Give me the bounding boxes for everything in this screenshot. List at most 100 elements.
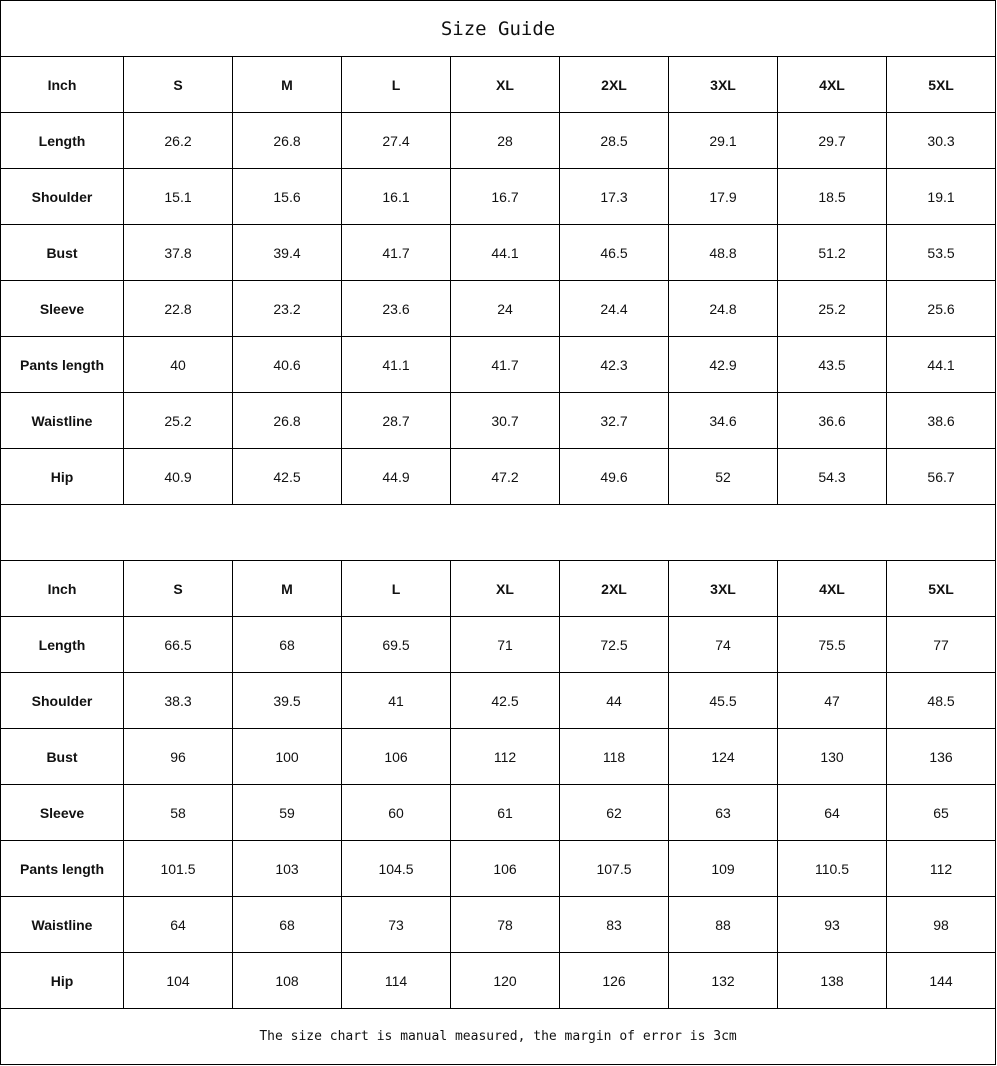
measurement-value: 114 bbox=[341, 952, 451, 1009]
measurement-value: 42.5 bbox=[232, 448, 342, 505]
measurement-value: 101.5 bbox=[123, 840, 233, 897]
measurement-label: Sleeve bbox=[0, 784, 124, 841]
measurement-value: 18.5 bbox=[777, 168, 887, 225]
measurement-value: 44.1 bbox=[450, 224, 560, 281]
measurement-value: 24.4 bbox=[559, 280, 669, 337]
measurement-value: 41 bbox=[341, 672, 451, 729]
measurement-value: 112 bbox=[885, 840, 997, 897]
measurement-label: Hip bbox=[0, 952, 124, 1009]
measurement-label: Pants length bbox=[0, 336, 124, 393]
measurement-value: 71 bbox=[450, 616, 560, 673]
measurement-value: 109 bbox=[668, 840, 778, 897]
measurement-value: 48.5 bbox=[885, 672, 997, 729]
table-row: Hip 40.9 42.5 44.9 47.2 49.6 52 54.3 56.7 bbox=[0, 448, 997, 505]
measurement-value: 106 bbox=[450, 840, 560, 897]
measurement-value: 25.6 bbox=[885, 280, 997, 337]
measurement-value: 40.9 bbox=[123, 448, 233, 505]
measurement-value: 48.8 bbox=[668, 224, 778, 281]
measurement-value: 68 bbox=[232, 616, 342, 673]
measurement-value: 74 bbox=[668, 616, 778, 673]
spacer-row bbox=[0, 504, 997, 561]
measurement-value: 68 bbox=[232, 896, 342, 953]
size-header: L bbox=[341, 560, 451, 617]
measurement-value: 60 bbox=[341, 784, 451, 841]
measurement-value: 46.5 bbox=[559, 224, 669, 281]
footer-row: The size chart is manual measured, the m… bbox=[0, 1008, 997, 1065]
size-header: 4XL bbox=[777, 56, 887, 113]
measurement-value: 29.1 bbox=[668, 112, 778, 169]
measurement-value: 64 bbox=[777, 784, 887, 841]
measurement-value: 27.4 bbox=[341, 112, 451, 169]
size-header: 4XL bbox=[777, 560, 887, 617]
measurement-value: 83 bbox=[559, 896, 669, 953]
measurement-value: 104.5 bbox=[341, 840, 451, 897]
measurement-value: 38.3 bbox=[123, 672, 233, 729]
title-row: Size Guide bbox=[0, 0, 997, 57]
measurement-value: 63 bbox=[668, 784, 778, 841]
measurement-label: Bust bbox=[0, 728, 124, 785]
measurement-value: 104 bbox=[123, 952, 233, 1009]
measurement-value: 100 bbox=[232, 728, 342, 785]
table-row: Shoulder 38.3 39.5 41 42.5 44 45.5 47 48.5 bbox=[0, 672, 997, 729]
measurement-label: Sleeve bbox=[0, 280, 124, 337]
table-row: Pants length 101.5 103 104.5 106 107.5 109 110.… bbox=[0, 840, 997, 897]
measurement-value: 16.7 bbox=[450, 168, 560, 225]
measurement-value: 36.6 bbox=[777, 392, 887, 449]
measurement-value: 30.3 bbox=[885, 112, 997, 169]
measurement-value: 26.2 bbox=[123, 112, 233, 169]
measurement-value: 19.1 bbox=[885, 168, 997, 225]
measurement-value: 26.8 bbox=[232, 112, 342, 169]
measurement-value: 38.6 bbox=[885, 392, 997, 449]
measurement-value: 28.7 bbox=[341, 392, 451, 449]
table-row: Shoulder 15.1 15.6 16.1 16.7 17.3 17.9 18.5 19.1 bbox=[0, 168, 997, 225]
measurement-value: 37.8 bbox=[123, 224, 233, 281]
measurement-value: 72.5 bbox=[559, 616, 669, 673]
size-header: 2XL bbox=[559, 560, 669, 617]
measurement-value: 138 bbox=[777, 952, 887, 1009]
spacer-cell bbox=[0, 504, 997, 561]
measurement-value: 110.5 bbox=[777, 840, 887, 897]
measurement-value: 96 bbox=[123, 728, 233, 785]
measurement-label: Bust bbox=[0, 224, 124, 281]
measurement-value: 58 bbox=[123, 784, 233, 841]
measurement-value: 126 bbox=[559, 952, 669, 1009]
measurement-value: 41.7 bbox=[341, 224, 451, 281]
size-header: M bbox=[232, 56, 342, 113]
measurement-value: 43.5 bbox=[777, 336, 887, 393]
measurement-label: Waistline bbox=[0, 392, 124, 449]
measurement-value: 75.5 bbox=[777, 616, 887, 673]
size-header: 3XL bbox=[668, 560, 778, 617]
measurement-value: 39.5 bbox=[232, 672, 342, 729]
measurement-value: 118 bbox=[559, 728, 669, 785]
unit-header: Inch bbox=[0, 56, 124, 113]
size-header: 5XL bbox=[885, 56, 997, 113]
table-row: Waistline 25.2 26.8 28.7 30.7 32.7 34.6 36.6 38.… bbox=[0, 392, 997, 449]
measurement-label: Shoulder bbox=[0, 672, 124, 729]
table-row: Pants length 40 40.6 41.1 41.7 42.3 42.9 43.5 44… bbox=[0, 336, 997, 393]
measurement-value: 44.9 bbox=[341, 448, 451, 505]
measurement-value: 56.7 bbox=[885, 448, 997, 505]
measurement-value: 59 bbox=[232, 784, 342, 841]
measurement-value: 78 bbox=[450, 896, 560, 953]
size-header: 2XL bbox=[559, 56, 669, 113]
measurement-value: 61 bbox=[450, 784, 560, 841]
measurement-value: 24.8 bbox=[668, 280, 778, 337]
measurement-value: 106 bbox=[341, 728, 451, 785]
measurement-value: 32.7 bbox=[559, 392, 669, 449]
measurement-value: 23.6 bbox=[341, 280, 451, 337]
size-header: L bbox=[341, 56, 451, 113]
measurement-value: 42.3 bbox=[559, 336, 669, 393]
measurement-value: 25.2 bbox=[777, 280, 887, 337]
footer-note: The size chart is manual measured, the m… bbox=[0, 1008, 997, 1065]
measurement-value: 34.6 bbox=[668, 392, 778, 449]
measurement-value: 24 bbox=[450, 280, 560, 337]
measurement-value: 42.9 bbox=[668, 336, 778, 393]
measurement-value: 52 bbox=[668, 448, 778, 505]
size-header: 5XL bbox=[885, 560, 997, 617]
measurement-value: 73 bbox=[341, 896, 451, 953]
size-header: XL bbox=[450, 56, 560, 113]
unit-header: Inch bbox=[0, 560, 124, 617]
measurement-value: 77 bbox=[885, 616, 997, 673]
table-row: Bust 96 100 106 112 118 124 130 136 bbox=[0, 728, 997, 785]
measurement-value: 41.7 bbox=[450, 336, 560, 393]
